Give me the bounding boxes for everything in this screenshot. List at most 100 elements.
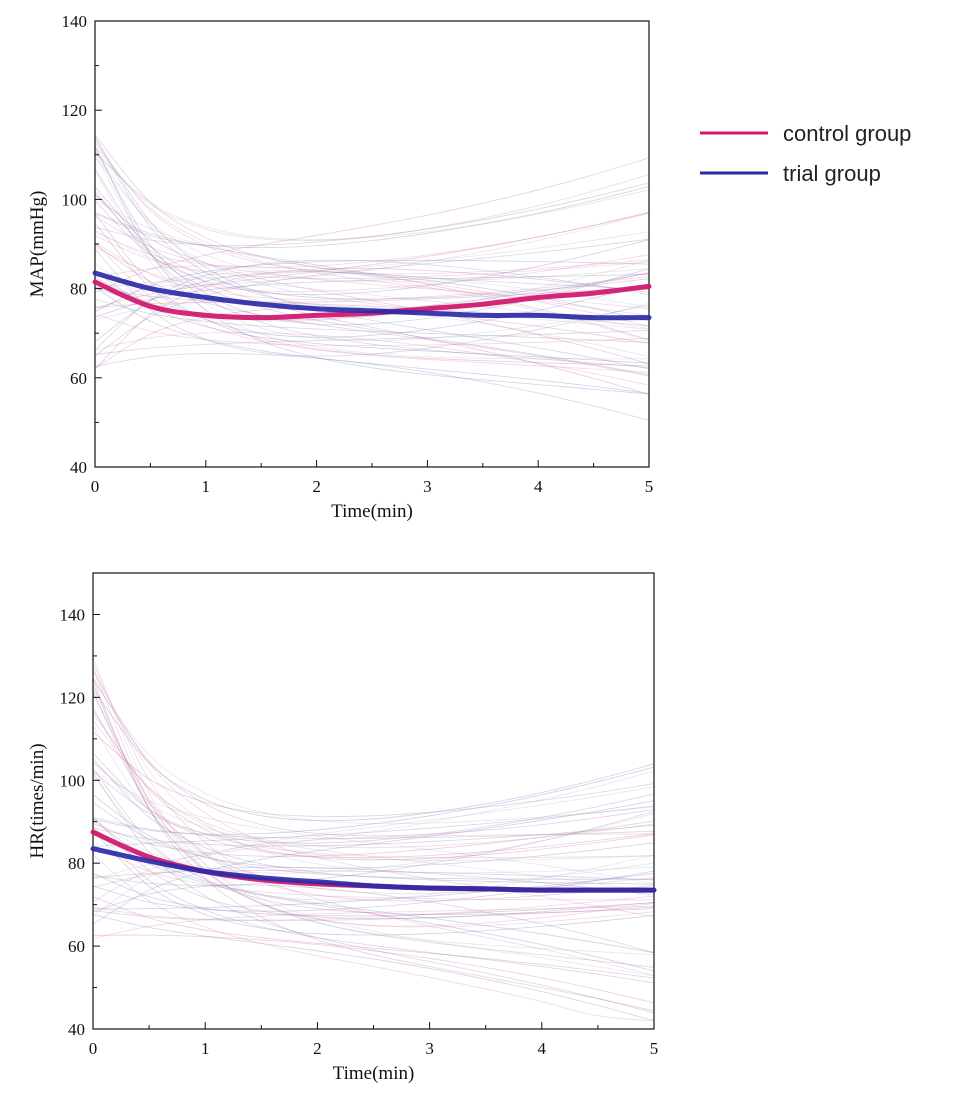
- individual-trace: [94, 168, 650, 368]
- individual-trace: [94, 182, 650, 247]
- individual-trace: [94, 287, 650, 394]
- individual-trace: [92, 761, 655, 859]
- individual-trace: [94, 216, 650, 310]
- x-axis-title: Time(min): [333, 1063, 415, 1084]
- x-tick-label: 3: [423, 477, 432, 496]
- individual-trace: [92, 854, 655, 1022]
- individual-trace: [92, 677, 655, 837]
- individual-trace: [94, 186, 650, 300]
- individual-trace: [94, 145, 650, 395]
- individual-trace: [94, 212, 650, 287]
- x-tick-label: 5: [650, 1039, 659, 1058]
- legend: control group trial group: [700, 121, 911, 186]
- individual-trace: [92, 844, 655, 901]
- individual-trace: [94, 259, 650, 351]
- individual-trace: [92, 710, 655, 861]
- series-line-trial-group: [90, 846, 657, 893]
- individual-trace: [92, 731, 655, 817]
- individual-trace: [94, 259, 650, 322]
- individual-trace: [92, 680, 655, 825]
- individual-trace: [94, 151, 650, 330]
- y-tick-label: 80: [70, 280, 87, 299]
- individual-trace: [94, 157, 650, 293]
- individual-trace: [92, 833, 655, 903]
- individual-trace: [92, 678, 655, 1012]
- individual-trace: [92, 906, 655, 922]
- individual-trace: [94, 134, 650, 290]
- individual-trace: [92, 657, 655, 956]
- individual-trace: [92, 707, 655, 894]
- individual-trace: [94, 212, 650, 268]
- individual-trace: [94, 193, 650, 395]
- legend-item-control: control group: [700, 121, 911, 146]
- individual-trace: [94, 332, 650, 386]
- y-tick-label: 100: [60, 771, 86, 790]
- individual-trace: [92, 830, 655, 936]
- individual-trace: [92, 817, 655, 839]
- individual-trace: [92, 794, 655, 880]
- individual-trace: [94, 246, 650, 292]
- y-tick-label: 100: [62, 190, 88, 209]
- individual-trace: [94, 238, 650, 357]
- individual-trace: [94, 298, 650, 343]
- individual-trace: [92, 685, 655, 977]
- legend-label-control: control group: [783, 121, 911, 146]
- individual-trace: [94, 248, 650, 357]
- y-tick-label: 120: [60, 688, 86, 707]
- x-tick-label: 4: [534, 477, 543, 496]
- individual-trace: [92, 914, 655, 1022]
- individual-trace: [94, 285, 650, 303]
- individual-trace: [92, 766, 655, 835]
- individual-trace: [94, 313, 650, 347]
- individual-trace: [92, 870, 655, 881]
- individual-trace: [92, 802, 655, 869]
- x-tick-label: 0: [91, 477, 100, 496]
- individual-trace: [94, 190, 650, 376]
- individual-trace: [92, 813, 655, 874]
- individual-trace: [92, 811, 655, 886]
- individual-trace: [94, 241, 650, 301]
- y-tick-label: 80: [68, 854, 85, 873]
- individual-trace: [94, 271, 650, 343]
- individual-trace: [94, 213, 650, 367]
- x-tick-label: 2: [312, 477, 321, 496]
- individual-trace: [94, 194, 650, 365]
- individual-traces: [94, 134, 650, 421]
- individual-trace: [92, 770, 655, 880]
- y-tick-label: 60: [68, 937, 85, 956]
- individual-trace: [92, 805, 655, 847]
- individual-trace: [92, 668, 655, 874]
- x-tick-label: 5: [645, 477, 654, 496]
- y-tick-label: 140: [62, 12, 88, 31]
- individual-trace: [92, 670, 655, 918]
- individual-trace: [92, 720, 655, 849]
- individual-traces: [92, 657, 655, 1022]
- series-line-trial-group: [92, 270, 652, 321]
- individual-trace: [92, 819, 655, 954]
- individual-trace: [92, 884, 655, 953]
- individual-trace: [94, 270, 650, 364]
- individual-trace: [92, 713, 655, 862]
- individual-trace: [94, 231, 650, 289]
- individual-trace: [94, 200, 650, 296]
- individual-trace: [92, 763, 655, 893]
- y-tick-label: 60: [70, 369, 87, 388]
- x-tick-label: 4: [538, 1039, 547, 1058]
- individual-trace: [94, 212, 650, 341]
- individual-trace: [92, 689, 655, 822]
- individual-trace: [92, 752, 655, 858]
- individual-trace: [94, 142, 650, 275]
- individual-trace: [94, 330, 650, 355]
- individual-trace: [92, 825, 655, 984]
- individual-trace: [92, 870, 655, 912]
- individual-trace: [94, 274, 650, 318]
- individual-trace: [94, 211, 650, 309]
- individual-trace: [94, 186, 650, 249]
- individual-trace: [92, 934, 655, 1004]
- individual-trace: [92, 905, 655, 939]
- individual-trace: [92, 873, 655, 910]
- individual-trace: [92, 830, 655, 972]
- x-tick-label: 0: [89, 1039, 98, 1058]
- legend-item-trial: trial group: [700, 161, 881, 186]
